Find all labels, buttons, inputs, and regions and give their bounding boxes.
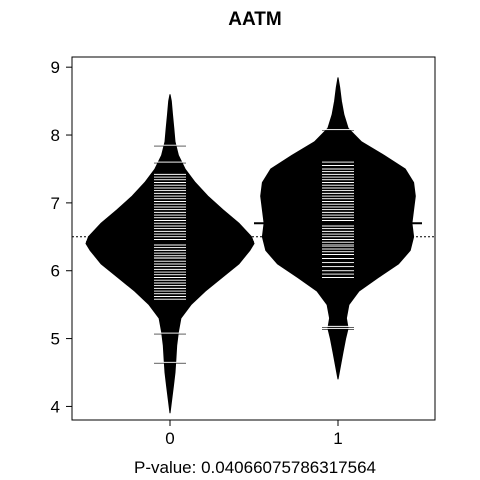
- y-tick-label-4: 4: [51, 397, 60, 416]
- y-tick-label-9: 9: [51, 58, 60, 77]
- y-tick-label-8: 8: [51, 126, 60, 145]
- chart-title: AATM: [228, 9, 281, 30]
- x-tick-label-1: 1: [333, 429, 342, 448]
- y-tick-label-5: 5: [51, 330, 60, 349]
- y-tick-label-7: 7: [51, 194, 60, 213]
- bean-group: [72, 77, 435, 414]
- y-tick-label-6: 6: [51, 262, 60, 281]
- y-axis: 4 5 6 7 8 9: [51, 58, 73, 416]
- x-tick-label-0: 0: [165, 429, 174, 448]
- x-axis-label: P-value: 0.04066075786317564: [134, 458, 376, 477]
- plot-frame: [71, 56, 436, 421]
